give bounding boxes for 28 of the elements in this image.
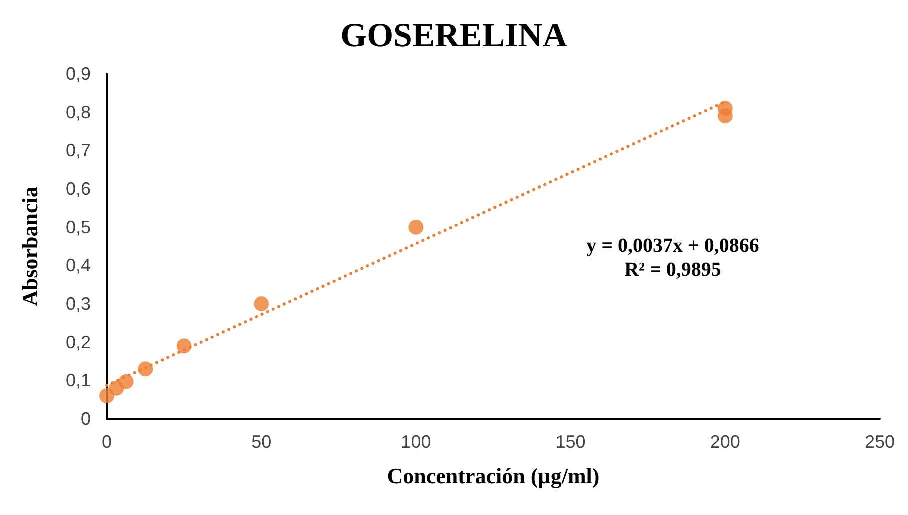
point bbox=[100, 388, 114, 404]
point bbox=[408, 220, 424, 235]
y-tick-label: 0,6 bbox=[66, 179, 91, 199]
x-tick-label: 150 bbox=[556, 432, 586, 452]
point bbox=[176, 338, 192, 354]
y-tick-label: 0,3 bbox=[66, 294, 91, 314]
x-tick-label: 0 bbox=[102, 432, 112, 452]
point bbox=[254, 296, 270, 312]
y-tick-label: 0,8 bbox=[66, 102, 91, 122]
x-tick-label: 50 bbox=[252, 432, 272, 452]
y-tick-label: 0 bbox=[80, 409, 91, 429]
annotation: R² = 0,9895 bbox=[624, 259, 722, 281]
x-tick-label: 250 bbox=[864, 432, 896, 452]
y-tick-label: 0,7 bbox=[66, 140, 91, 161]
x-tick-label: 200 bbox=[710, 432, 740, 452]
point bbox=[718, 108, 733, 124]
annotation: y = 0,0037x + 0,0866 bbox=[586, 235, 760, 257]
x-tick-label: 100 bbox=[401, 432, 432, 452]
point bbox=[118, 374, 134, 390]
y-tick-label: 0,1 bbox=[66, 370, 91, 391]
y-tick-label: 0,9 bbox=[66, 64, 91, 84]
point bbox=[138, 362, 154, 377]
x-axis-title: Concentración (µg/ml) bbox=[387, 464, 600, 488]
y-axis-title: Absorbancia bbox=[18, 186, 42, 306]
y-tick-label: 0,4 bbox=[66, 256, 91, 276]
y-tick-label: 0,2 bbox=[66, 332, 91, 352]
chart-title: GOSERELINA bbox=[340, 18, 568, 54]
y-tick-label: 0,5 bbox=[66, 217, 91, 238]
